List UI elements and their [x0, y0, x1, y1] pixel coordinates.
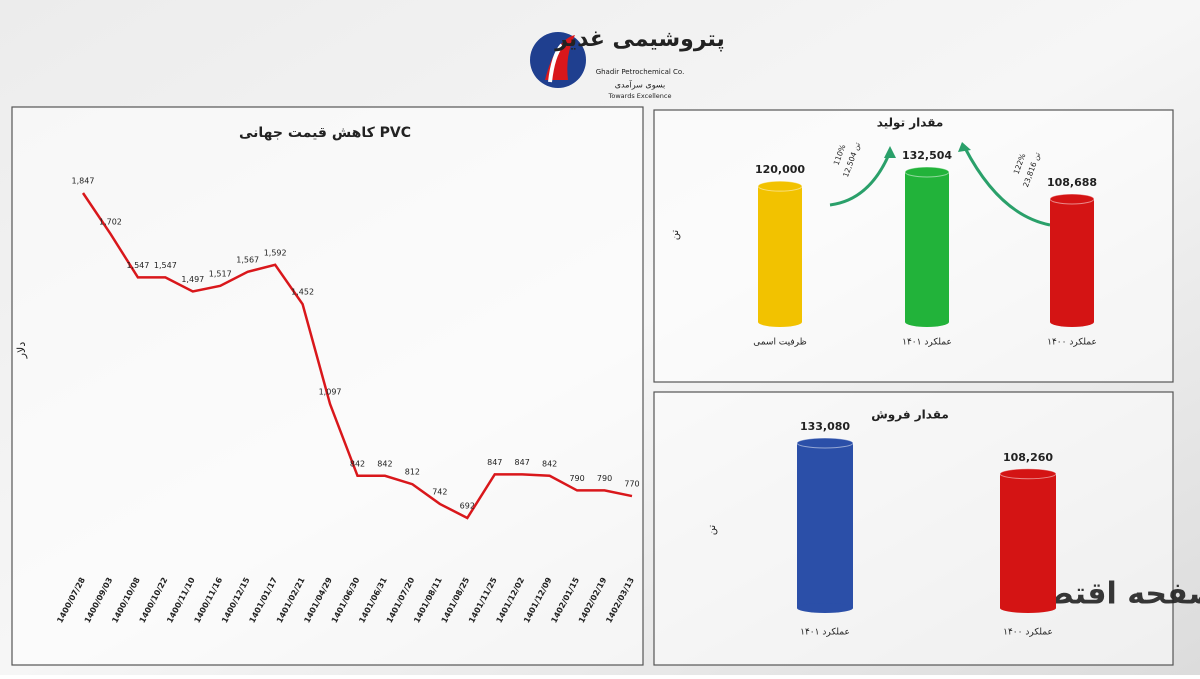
- value-label: 790: [597, 474, 612, 483]
- bar-top: [999, 468, 1057, 480]
- value-label: 842: [377, 459, 392, 468]
- value-label: 1,847: [72, 177, 95, 186]
- value-label: 842: [542, 459, 557, 468]
- value-label: 108,260: [1003, 451, 1053, 464]
- value-label: 847: [515, 458, 530, 467]
- company-en: Ghadir Petrochemical Co.: [596, 68, 685, 76]
- slogan-en: Towards Excellence: [608, 92, 672, 100]
- x-tick-label: عملکرد ۱۴۰۱: [800, 628, 850, 638]
- value-label: 120,000: [755, 163, 805, 176]
- value-label: 108,688: [1047, 176, 1097, 189]
- slogan-fa: بسوی سرآمدی: [615, 80, 665, 90]
- bar-bottom: [758, 317, 802, 327]
- arrow-head: [884, 146, 896, 158]
- value-label: 842: [350, 459, 365, 468]
- value-label: 847: [487, 458, 502, 467]
- x-tick-label: عملکرد ۱۴۰۰: [1003, 628, 1053, 638]
- value-label: 1,452: [291, 288, 314, 297]
- growth-arrow: [829, 151, 892, 207]
- value-label: 1,497: [181, 275, 204, 284]
- line-panel: [11, 106, 644, 666]
- arrow-head: [958, 142, 971, 152]
- bar-bottom: [1050, 317, 1094, 327]
- value-label: 1,592: [264, 248, 287, 257]
- bar-top: [904, 166, 950, 178]
- logo: پتروشیمی غدیر Ghadir Petrochemical Co. ب…: [530, 27, 725, 100]
- value-label: 790: [569, 474, 584, 483]
- chart-title: کاهش قیمت جهانی PVC: [239, 125, 411, 141]
- bar-bottom: [797, 603, 853, 613]
- value-label: 692: [460, 502, 475, 511]
- value-label: 812: [405, 468, 420, 477]
- bar-top: [796, 437, 854, 449]
- logo-name: پتروشیمی غدیر: [554, 27, 725, 52]
- value-label: 1,547: [154, 261, 177, 270]
- bar-bottom: [1000, 603, 1056, 613]
- growth-arrow: [963, 147, 1051, 227]
- bar: [797, 443, 853, 608]
- y-axis-label: دلار: [15, 342, 28, 360]
- bar: [1000, 473, 1056, 608]
- x-tick-label: عملکرد ۱۴۰۱: [902, 338, 952, 348]
- sales-panel: [653, 391, 1174, 666]
- value-label: 1,097: [319, 388, 342, 397]
- chart-title: مقدار فروش: [871, 408, 949, 423]
- y-axis-label: تن: [670, 230, 681, 241]
- value-label: 132,504: [902, 149, 952, 162]
- bar: [1050, 198, 1094, 322]
- bar-top: [1049, 193, 1095, 205]
- value-label: 742: [432, 487, 447, 496]
- bar: [905, 172, 949, 322]
- y-axis-label: تن: [707, 525, 718, 536]
- value-label: 1,547: [126, 261, 149, 270]
- bar: [758, 186, 802, 322]
- value-label: 770: [624, 480, 639, 489]
- value-label: 1,567: [236, 255, 259, 264]
- bar-top: [757, 180, 803, 192]
- chart-title: مقدار تولید: [877, 116, 944, 131]
- value-label: 1,702: [99, 217, 122, 226]
- bar-bottom: [905, 317, 949, 327]
- value-label: 1,517: [209, 269, 232, 278]
- x-tick-label: عملکرد ۱۴۰۰: [1047, 338, 1097, 348]
- price-line: [81, 192, 633, 520]
- value-label: 133,080: [800, 420, 850, 433]
- x-tick-label: ظرفیت اسمی: [753, 338, 807, 348]
